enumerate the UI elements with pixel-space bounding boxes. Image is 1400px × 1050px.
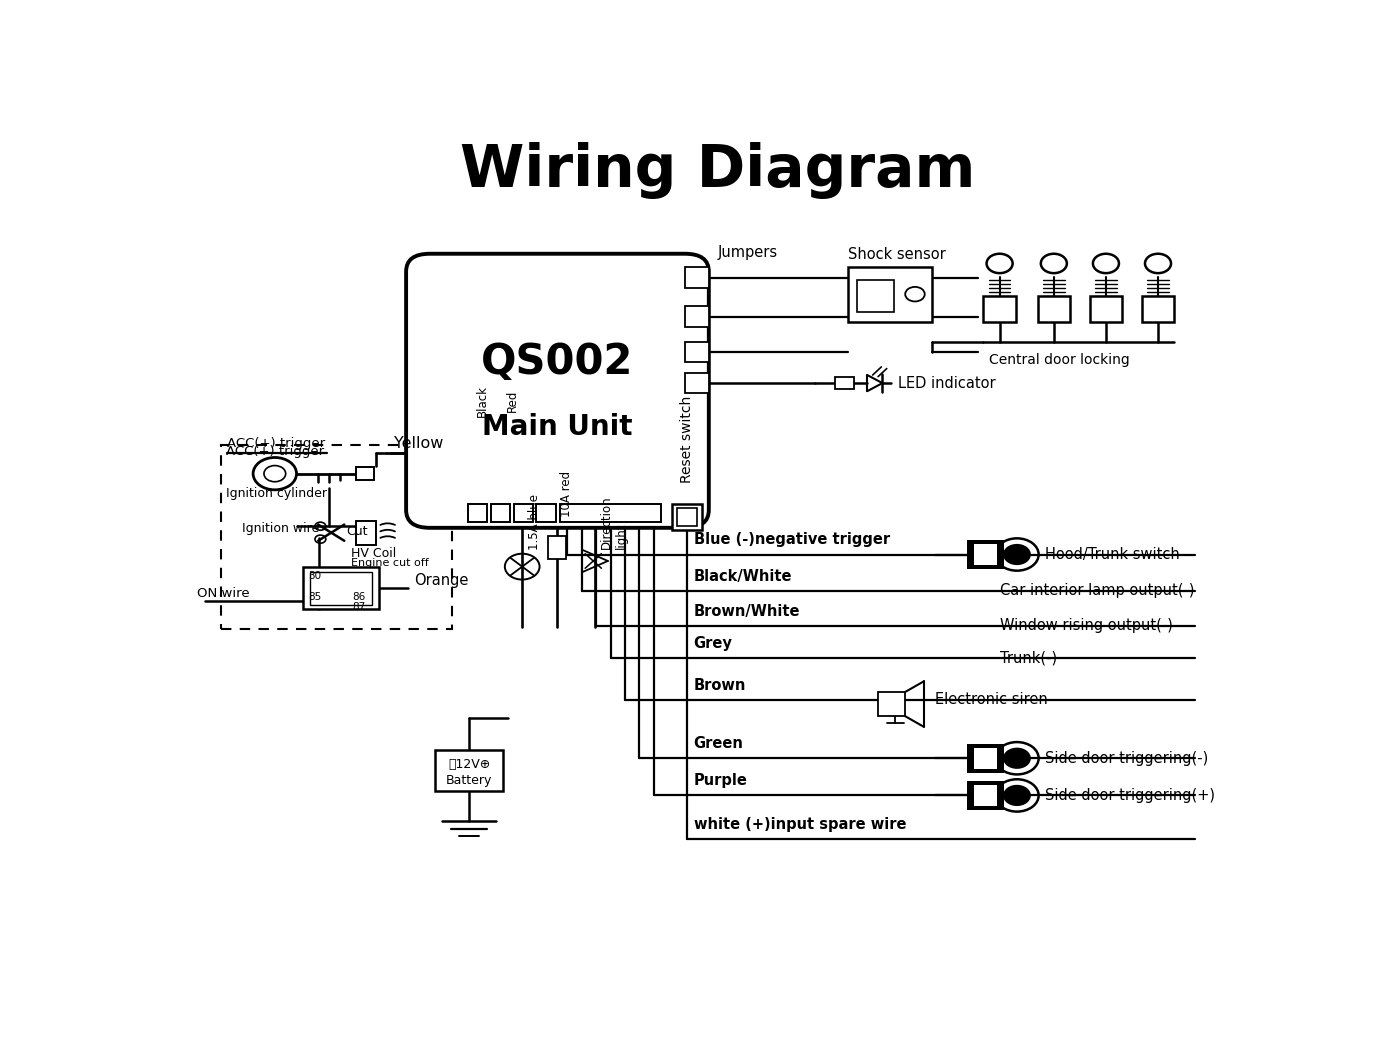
Text: 12V⊕: 12V⊕ <box>448 758 490 771</box>
Text: Window rising output(-): Window rising output(-) <box>1000 618 1172 633</box>
Bar <box>973 748 997 769</box>
Bar <box>973 785 997 806</box>
Text: ACC(+) trigger: ACC(+) trigger <box>227 437 325 450</box>
Bar <box>435 750 503 791</box>
Text: 1.5A blue: 1.5A blue <box>528 495 540 550</box>
Text: Ignition cylinder: Ignition cylinder <box>225 487 328 501</box>
Text: Direction
light: Direction light <box>601 496 629 549</box>
Text: HV Coil: HV Coil <box>351 547 396 561</box>
Text: Red: Red <box>505 390 519 412</box>
Text: Cut: Cut <box>346 525 368 538</box>
Text: 86: 86 <box>351 592 365 603</box>
Bar <box>685 342 708 362</box>
Text: Engine cut off: Engine cut off <box>351 559 428 568</box>
Circle shape <box>1004 749 1030 768</box>
Circle shape <box>1004 545 1030 564</box>
Text: Ignition wire: Ignition wire <box>242 522 319 536</box>
Text: Brown/White: Brown/White <box>693 604 801 618</box>
Text: Orange: Orange <box>414 573 468 588</box>
Text: Electronic siren: Electronic siren <box>935 692 1047 707</box>
Text: ACC(+) trigger: ACC(+) trigger <box>225 444 325 458</box>
Bar <box>560 504 661 522</box>
Text: Yellow: Yellow <box>395 436 444 452</box>
Text: Battery: Battery <box>445 774 493 788</box>
Bar <box>356 467 374 480</box>
Bar <box>967 743 1004 773</box>
Text: Black: Black <box>476 385 489 417</box>
Text: Side door triggering(-): Side door triggering(-) <box>1046 751 1208 765</box>
Text: Side door triggering(+): Side door triggering(+) <box>1046 788 1215 803</box>
Text: Wiring Diagram: Wiring Diagram <box>459 142 976 198</box>
Bar <box>678 508 697 526</box>
Bar <box>878 692 906 716</box>
Text: Blue (-)negative trigger: Blue (-)negative trigger <box>693 532 890 547</box>
Bar <box>857 279 895 312</box>
Bar <box>514 504 533 522</box>
Bar <box>356 521 375 545</box>
Bar <box>672 504 703 530</box>
Bar <box>1142 296 1175 321</box>
Bar <box>549 536 566 559</box>
Text: QS002: QS002 <box>482 341 634 383</box>
Text: Reset switch: Reset switch <box>680 396 694 483</box>
Bar <box>685 307 708 327</box>
Bar <box>1089 296 1123 321</box>
Bar <box>468 504 487 522</box>
Bar <box>309 572 372 605</box>
Text: Main Unit: Main Unit <box>482 413 633 441</box>
Text: LED indicator: LED indicator <box>897 376 995 391</box>
Text: Car interior lamp output(-): Car interior lamp output(-) <box>1000 584 1194 598</box>
Text: Brown: Brown <box>693 678 746 693</box>
FancyBboxPatch shape <box>406 254 708 528</box>
Bar <box>967 781 1004 810</box>
Bar <box>685 374 708 393</box>
Text: 30: 30 <box>308 570 322 581</box>
Text: Purple: Purple <box>693 774 748 789</box>
Text: Shock sensor: Shock sensor <box>848 247 945 262</box>
Text: Green: Green <box>693 736 743 751</box>
Text: Central door locking: Central door locking <box>988 354 1130 368</box>
Text: 87: 87 <box>351 602 365 612</box>
Bar <box>536 504 556 522</box>
Text: Grey: Grey <box>693 636 732 651</box>
Bar <box>302 567 379 609</box>
Bar <box>967 540 1004 569</box>
Text: Hood/Trunk switch: Hood/Trunk switch <box>1046 547 1180 562</box>
Bar <box>685 268 708 288</box>
Circle shape <box>1004 785 1030 805</box>
Text: ON wire: ON wire <box>196 587 249 600</box>
Bar <box>983 296 1016 321</box>
Bar <box>491 504 510 522</box>
Bar <box>1037 296 1070 321</box>
Text: 85: 85 <box>308 592 322 603</box>
Bar <box>834 377 854 388</box>
Text: Black/White: Black/White <box>693 569 792 584</box>
Text: white (+)input spare wire: white (+)input spare wire <box>693 817 906 832</box>
Text: Jumpers: Jumpers <box>717 246 777 260</box>
Text: 10A red: 10A red <box>560 470 573 517</box>
Text: Trunk(-): Trunk(-) <box>1000 651 1057 666</box>
Bar <box>973 544 997 565</box>
Bar <box>848 267 932 321</box>
